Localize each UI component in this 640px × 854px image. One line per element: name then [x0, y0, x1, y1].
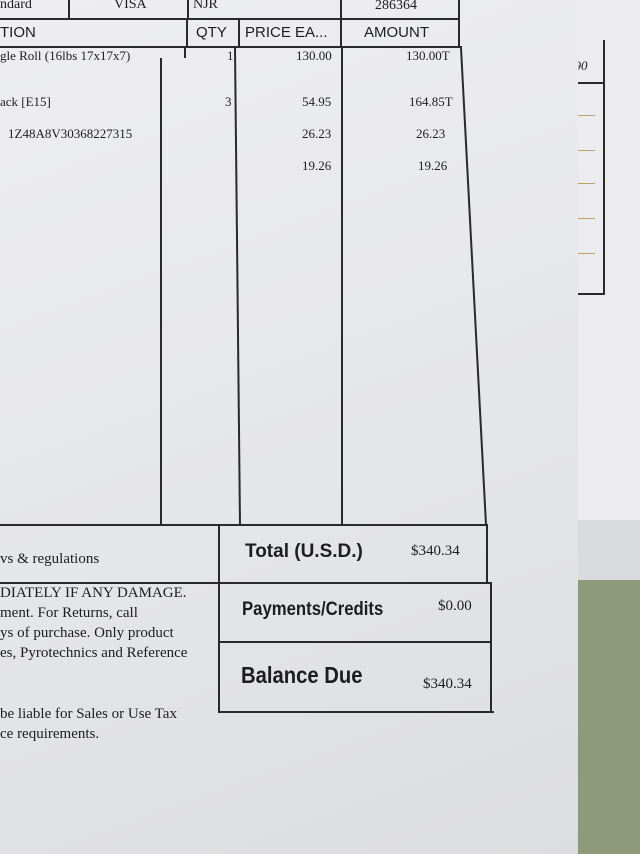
header-price: PRICE EA... [245, 24, 328, 41]
row-price: 54.95 [302, 94, 332, 109]
divider [458, 0, 460, 48]
row-description: 1Z48A8V30368227315 [8, 126, 133, 141]
row-price: 19.26 [302, 158, 332, 173]
rep: NJR [193, 0, 218, 12]
divider [0, 18, 460, 20]
divider [0, 524, 488, 526]
divider [0, 582, 492, 584]
payments-value: $0.00 [438, 598, 472, 614]
row-qty: 1 [227, 48, 234, 63]
divider [0, 46, 462, 48]
divider [486, 524, 488, 584]
ship-via: ndard [0, 0, 32, 12]
divider [218, 711, 494, 713]
divider [603, 40, 605, 295]
total-label: Total (U.S.D.) [245, 541, 363, 562]
column-line [234, 47, 241, 525]
payment-method: VISA [114, 0, 147, 12]
note-purchase: ys of purchase. Only product [0, 625, 174, 641]
balance-value: $340.34 [423, 676, 472, 692]
header-qty: QTY [196, 24, 227, 41]
row-qty: 3 [225, 94, 232, 109]
row-amount: 26.23 [416, 126, 446, 141]
note-pyrotechnics: es, Pyrotechnics and Reference [0, 645, 188, 661]
divider [218, 641, 492, 643]
note-damage: DIATELY IF ANY DAMAGE. [0, 585, 187, 601]
column-line [238, 20, 240, 48]
column-line [460, 47, 487, 525]
column-line [186, 18, 188, 48]
header-amount: AMOUNT [364, 24, 429, 41]
divider [490, 584, 492, 712]
header-description: TION [0, 24, 36, 41]
column-line [341, 48, 343, 525]
total-value: $340.34 [411, 543, 460, 559]
divider [218, 524, 220, 712]
divider [187, 0, 189, 18]
invoice-number: 286364 [375, 0, 417, 13]
note-returns: ment. For Returns, call [0, 605, 138, 621]
note-requirements: ce requirements. [0, 726, 100, 742]
row-description: gle Roll (16lbs 17x17x7) [0, 48, 131, 63]
payments-label: Payments/Credits [242, 599, 384, 620]
column-line [340, 20, 342, 48]
row-price: 26.23 [302, 126, 332, 141]
balance-label: Balance Due [241, 662, 363, 688]
invoice-page: ndard VISA NJR 286364 TION QTY PRICE EA.… [0, 0, 578, 854]
row-description: ack [E15] [0, 94, 51, 109]
row-amount: 19.26 [418, 158, 448, 173]
note-regulations: vs & regulations [0, 551, 100, 567]
row-price: 130.00 [296, 48, 332, 63]
row-amount: 164.85T [409, 94, 453, 109]
divider [68, 0, 70, 18]
column-line [184, 48, 186, 58]
note-tax: be liable for Sales or Use Tax [0, 706, 177, 722]
row-amount: 130.00T [406, 48, 450, 63]
divider [340, 0, 342, 18]
column-line [160, 58, 162, 525]
